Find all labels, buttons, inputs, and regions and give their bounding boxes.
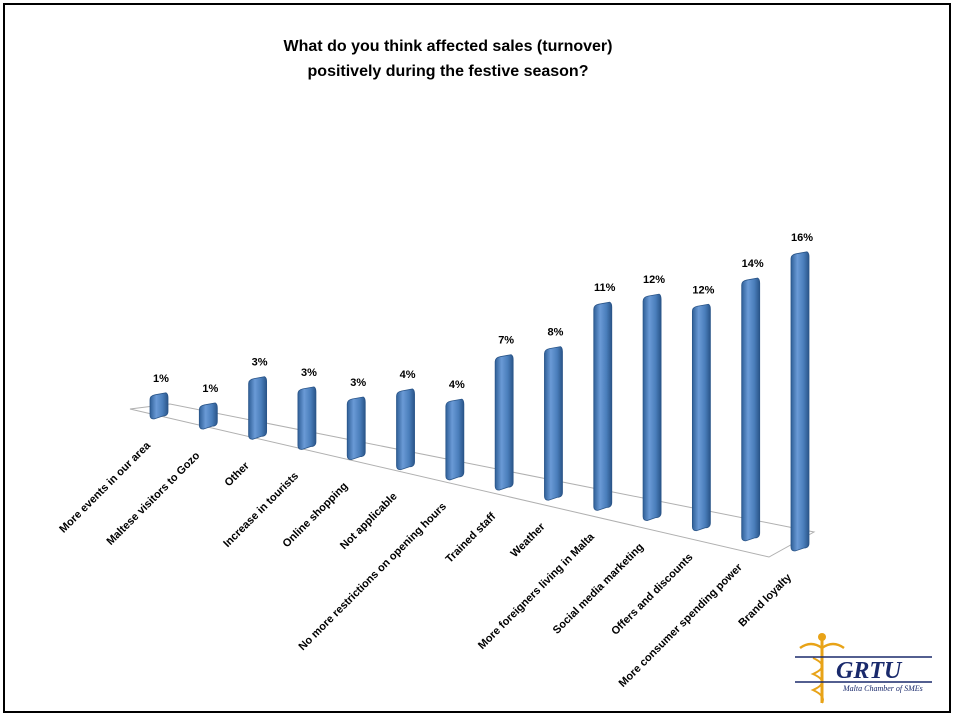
value-label-brand-loyalty: 16% [791,232,813,244]
chart-title: What do you think affected sales (turnov… [284,38,613,80]
chart-title-line-1: What do you think affected sales (turnov… [284,38,613,55]
bars-group [149,251,810,552]
value-label-not-applicable: 4% [400,369,416,381]
category-label-weather: Weather [509,520,549,560]
value-label-more-events-in-our-area: 1% [153,373,169,385]
category-label-brand-loyalty: Brand loyalty [736,571,794,629]
value-label-maltese-visitors-to-gozo: 1% [202,383,218,395]
bar-not-applicable [396,388,415,471]
bar-increase-in-tourists [297,386,317,450]
category-label-trained-staff: Trained staff [444,510,499,565]
category-label-other: Other [223,459,253,489]
value-labels-group: 1% 1% 3% 3% 3% 4% 4% 7% 8% 11% 12% 12% 14% 16% [153,232,813,395]
value-label-social-media-marketing: 12% [643,274,665,286]
value-label-no-more-restrictions-on-opening-hours: 4% [449,379,465,391]
bar-more-consumer-spending-power [741,277,761,542]
bar-trained-staff [494,354,514,491]
bar-other [248,376,268,440]
value-label-increase-in-tourists: 3% [301,367,317,379]
bar-social-media-marketing [642,293,662,521]
category-label-more-foreigners-living-in-malta: More foreigners living in Malta [476,530,597,651]
bar-more-events-in-our-area [149,392,169,420]
chart-title-line-2: positively during the festive season? [308,63,589,80]
bar-brand-loyalty [790,251,810,552]
logo-subtitle: Malta Chamber of SMEs [842,684,923,693]
value-label-weather: 8% [548,327,564,339]
bar-more-foreigners-living-in-malta [593,301,613,511]
value-label-other: 3% [252,357,268,369]
category-label-online-shopping: Online shopping [281,480,351,550]
value-label-more-consumer-spending-power: 14% [742,258,764,270]
category-label-not-applicable: Not applicable [338,490,400,552]
value-label-offers-and-discounts: 12% [692,284,714,296]
category-label-more-consumer-spending-power: More consumer spending power [617,561,746,690]
bar-online-shopping [346,396,366,461]
bar-no-more-restrictions-on-opening-hours [445,398,465,481]
value-label-more-foreigners-living-in-malta: 11% [594,282,616,294]
value-label-online-shopping: 3% [350,377,366,389]
bar-maltese-visitors-to-gozo [198,402,218,430]
logo-wordmark: GRTU [836,658,903,684]
bar-weather [544,346,563,501]
value-label-trained-staff: 7% [498,335,514,347]
bar-offers-and-discounts [691,303,711,532]
grtu-logo: GRTU Malta Chamber of SMEs [795,633,932,704]
